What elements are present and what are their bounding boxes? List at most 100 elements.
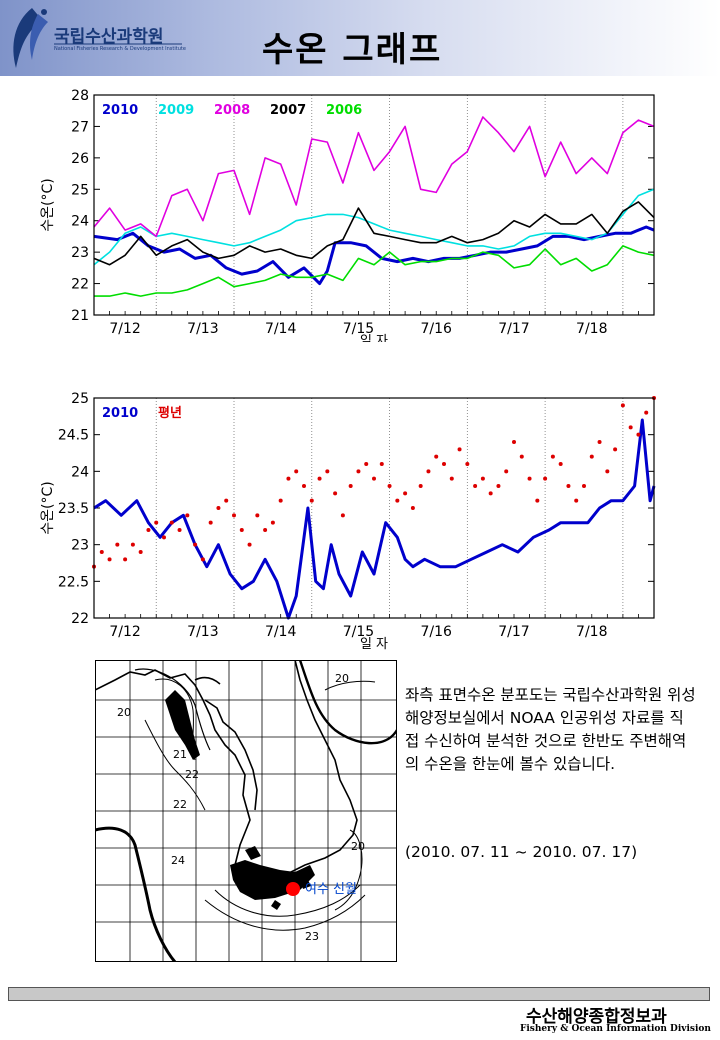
data-point <box>146 528 151 532</box>
y-tick-label: 23 <box>71 245 89 261</box>
x-tick-label: 7/14 <box>265 321 297 337</box>
data-point <box>216 506 221 510</box>
data-point <box>426 469 431 474</box>
data-point <box>442 462 446 466</box>
data-point <box>620 403 625 408</box>
data-point <box>566 484 571 488</box>
x-tick-label: 7/17 <box>498 624 529 640</box>
data-point <box>130 542 135 547</box>
data-point <box>162 535 166 540</box>
station-label: 여수 신월 <box>305 882 357 897</box>
legend-entry: 2010 <box>102 103 138 118</box>
page-title: 수온 그래프 <box>262 30 443 70</box>
data-point <box>177 528 182 532</box>
station-marker <box>286 882 300 896</box>
footer-bar <box>8 987 710 1001</box>
data-point <box>356 469 361 474</box>
data-point <box>550 454 555 459</box>
x-axis-label: 일 자 <box>360 334 388 342</box>
x-tick-label: 7/16 <box>420 624 452 640</box>
data-point <box>317 476 322 481</box>
x-tick-label: 7/18 <box>576 624 607 640</box>
legend-entry: 2008 <box>214 103 250 118</box>
contour-label: 21 <box>173 748 187 761</box>
data-point <box>333 491 338 496</box>
legend-entry: 2009 <box>158 103 194 118</box>
data-point <box>527 476 532 481</box>
data-point <box>294 469 299 474</box>
data-point <box>574 498 579 503</box>
data-point <box>208 520 213 525</box>
data-point <box>239 528 244 532</box>
data-point <box>504 469 509 474</box>
y-tick-label: 21 <box>71 308 89 324</box>
y-tick-label: 22 <box>71 611 89 627</box>
y-tick-label: 25 <box>71 182 89 198</box>
data-point <box>465 462 470 466</box>
data-point <box>232 513 236 518</box>
y-tick-label: 25 <box>71 391 89 407</box>
series-line-2008 <box>93 116 655 238</box>
institute-logo: 국립수산과학원 National Fisheries Research & De… <box>2 2 192 72</box>
series-line-2010 <box>93 225 655 286</box>
y-tick-label: 28 <box>71 88 89 104</box>
data-point <box>364 462 369 466</box>
y-tick-label: 24 <box>71 214 89 230</box>
data-point <box>169 520 174 525</box>
data-point <box>263 528 268 532</box>
y-axis-label: 수온(°C) <box>40 481 56 534</box>
x-tick-label: 7/13 <box>187 321 218 337</box>
data-point <box>589 454 594 459</box>
data-point <box>286 476 291 481</box>
data-point <box>193 542 198 547</box>
data-point <box>488 491 493 496</box>
data-point <box>519 454 524 459</box>
chart-2010-vs-normal: 22 22.5 23 23.5 24 24.5 25 7/12 7/13 7/14 7/15 7/16… <box>40 391 656 650</box>
series-line-2009 <box>93 188 655 266</box>
data-point <box>395 498 400 503</box>
y-tick-label: 22 <box>71 277 89 293</box>
contour-label: 23 <box>305 930 319 943</box>
plot-background <box>94 398 654 618</box>
sst-distribution-map: 20 22 21 22 24 20 20 23 여수 신월 <box>95 660 397 962</box>
legend-entry: 2010 <box>102 406 138 421</box>
map-contour-labels: 20 22 21 22 24 20 20 23 <box>117 672 365 943</box>
data-point <box>154 520 159 525</box>
data-point <box>340 513 345 518</box>
y-tick-label: 27 <box>71 119 89 135</box>
data-point <box>605 469 610 474</box>
data-point <box>348 484 353 488</box>
footer-division-en: Fishery & Ocean Information Division <box>520 1024 711 1034</box>
date-range: (2010. 07. 11 ~ 2010. 07. 17) <box>405 843 638 861</box>
data-point <box>99 550 104 554</box>
contour-label: 20 <box>351 840 365 853</box>
x-tick-label: 7/14 <box>265 624 297 640</box>
contour-label: 20 <box>335 672 349 685</box>
y-tick-label: 22.5 <box>58 574 89 590</box>
data-point <box>115 542 120 547</box>
data-point <box>372 476 376 481</box>
data-point <box>403 491 408 496</box>
map-description: 좌측 표면수온 분포도는 국립수산과학원 위성해양정보실에서 NOAA 인공위성… <box>405 686 696 773</box>
data-point <box>457 447 462 452</box>
plot-background <box>94 95 654 315</box>
x-axis-label: 일 자 <box>360 637 388 650</box>
series-line-2007 <box>93 201 655 266</box>
contour-label: 20 <box>117 706 131 719</box>
x-tick-label: 7/13 <box>187 624 218 640</box>
x-tick-label: 7/15 <box>343 624 374 640</box>
data-point <box>636 432 641 437</box>
contour-label: 22 <box>185 768 199 781</box>
logo-subtitle: National Fisheries Research & Developmen… <box>54 46 186 52</box>
data-point <box>597 440 602 444</box>
data-point <box>449 476 454 481</box>
data-point <box>107 557 112 562</box>
series-line-2006 <box>94 245 655 297</box>
legend-entry: 2006 <box>326 103 362 118</box>
data-point <box>123 557 128 562</box>
data-point <box>535 498 540 503</box>
y-axis-label: 수온(°C) <box>40 178 56 231</box>
map-isotherms <box>95 660 397 962</box>
data-point <box>247 542 252 547</box>
contour-label: 24 <box>171 854 185 867</box>
